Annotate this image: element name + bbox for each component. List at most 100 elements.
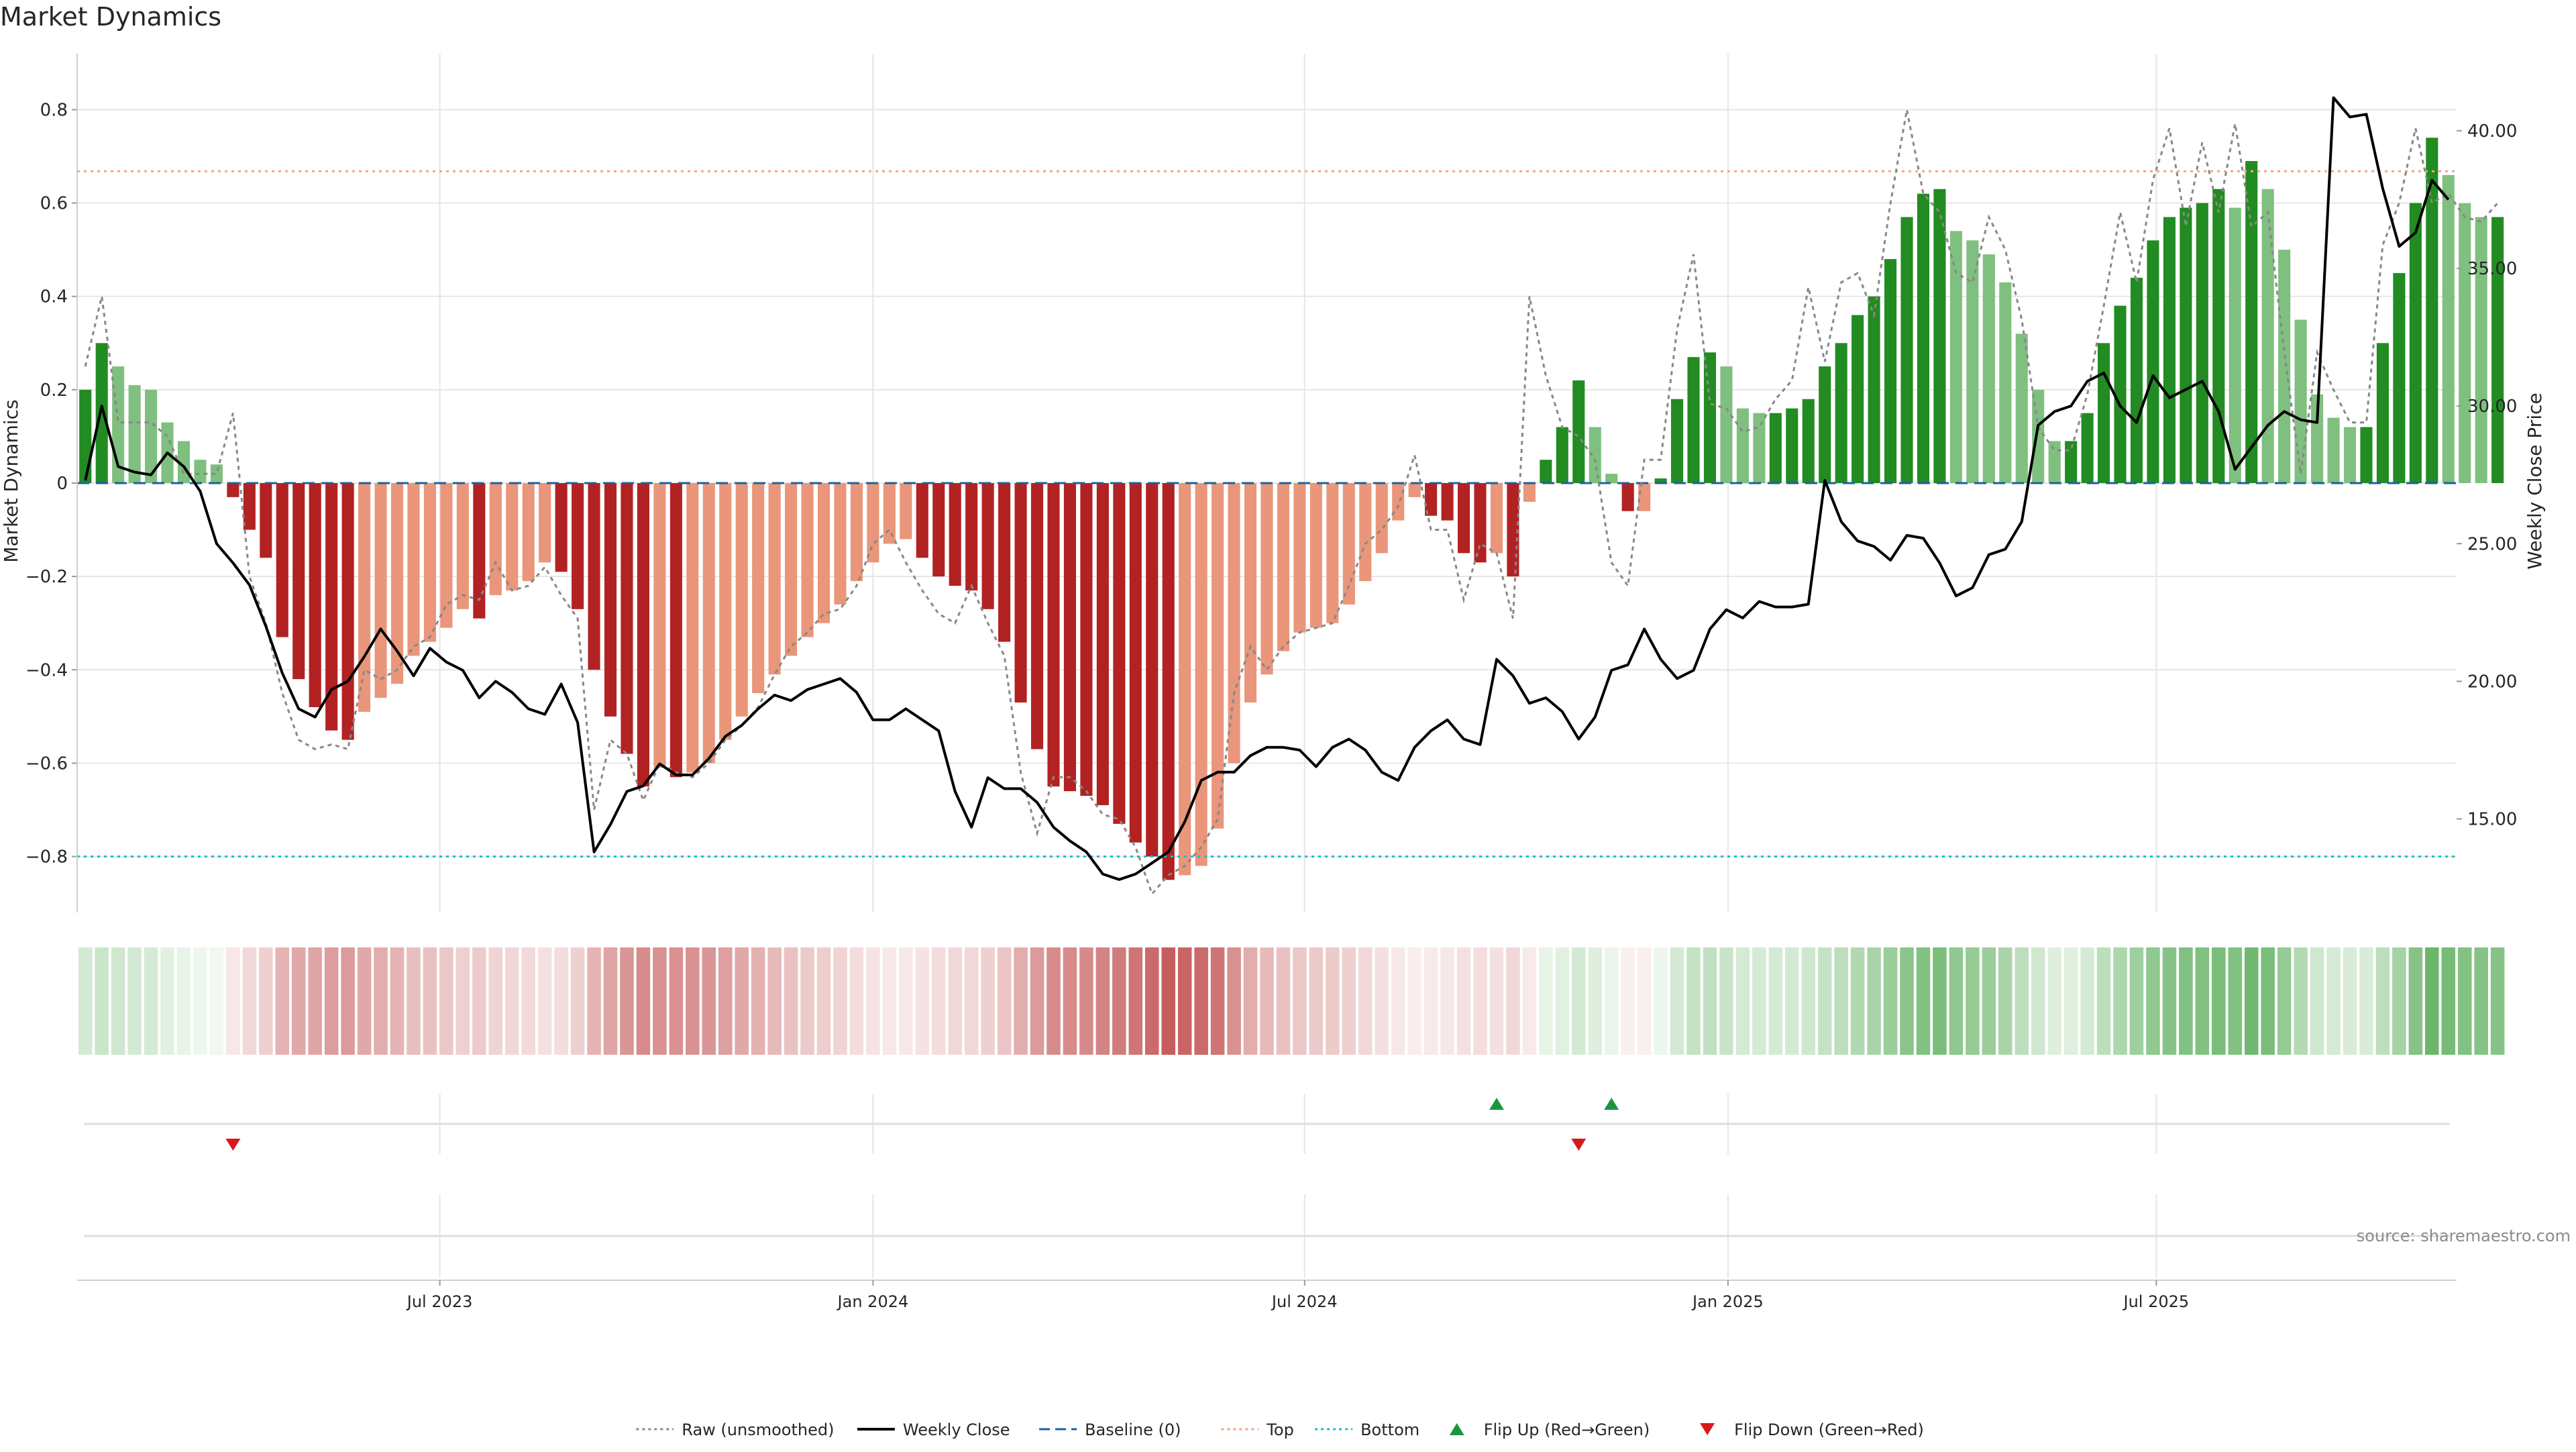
strip-cell [1966, 947, 1980, 1055]
strip-cell [1342, 947, 1356, 1055]
bar [752, 483, 765, 694]
weekly-close-line [84, 96, 2450, 881]
strip-cell [915, 947, 930, 1055]
strip-cell [2425, 947, 2439, 1055]
bar [669, 483, 682, 778]
bar [1835, 343, 1847, 483]
bar [374, 483, 387, 698]
strip-cell [407, 947, 421, 1055]
bar [1999, 282, 2012, 483]
bar [998, 483, 1011, 642]
flip-down-marker [1571, 1139, 1587, 1151]
bars-group [79, 138, 2504, 880]
bar [867, 483, 879, 563]
bar [423, 483, 436, 642]
y2-tick-label: 35.00 [2467, 259, 2517, 279]
bar [1638, 483, 1651, 511]
strip-cell [2375, 947, 2390, 1055]
bar [834, 483, 847, 605]
strip-cell [1900, 947, 1914, 1055]
bar [1375, 483, 1388, 554]
strip-cell [981, 947, 995, 1055]
strip-cell [1079, 947, 1093, 1055]
strip-cell [899, 947, 913, 1055]
strip-cell [1243, 947, 1258, 1055]
bar [2376, 343, 2389, 483]
strip-cell [1982, 947, 1996, 1055]
strip-cell [2359, 947, 2373, 1055]
strip-cell [554, 947, 568, 1055]
y-tick-label: −0.4 [25, 660, 68, 680]
strip-cell [2031, 947, 2045, 1055]
strip-cell [2113, 947, 2127, 1055]
strip-cell [1686, 947, 1701, 1055]
strip-cell [669, 947, 684, 1055]
strip-cell [2195, 947, 2210, 1055]
strip-cell [1933, 947, 1947, 1055]
strip-cell [2015, 947, 2029, 1055]
bar [1917, 193, 1930, 483]
bar [407, 483, 420, 656]
bar [2065, 441, 2078, 483]
bar [965, 483, 978, 590]
bar [2081, 413, 2094, 483]
strip-cell [242, 947, 257, 1055]
bar [1342, 483, 1355, 605]
bar [456, 483, 469, 609]
strip-cell [931, 947, 946, 1055]
bar [1457, 483, 1470, 554]
bar [2147, 240, 2159, 483]
strip-cell [2457, 947, 2472, 1055]
strip-cell [2162, 947, 2177, 1055]
bar [604, 483, 617, 717]
bar [1572, 380, 1585, 483]
bar [309, 483, 321, 707]
strip-cell [833, 947, 847, 1055]
y-tick-label: −0.6 [25, 754, 68, 774]
bar [292, 483, 305, 680]
strip-cell [78, 947, 93, 1055]
strip-cell [1375, 947, 1389, 1055]
bar [2261, 189, 2274, 483]
bar [1753, 413, 1766, 483]
legend-label: Flip Up (Red→Green) [1484, 1420, 1650, 1439]
strip-cell [357, 947, 372, 1055]
bar [817, 483, 830, 623]
strip-cell [1539, 947, 1553, 1055]
bar [341, 483, 354, 740]
bar [2294, 319, 2307, 483]
bar [473, 483, 486, 619]
strip-cell [2343, 947, 2357, 1055]
bar [702, 483, 715, 764]
strip-cell [2228, 947, 2243, 1055]
bar [1556, 427, 1568, 483]
x-axis: Jul 2023 Jan 2024 Jul 2024 Jan 2025 Jul 2025 [77, 1280, 2457, 1311]
strip-cell [1719, 947, 1733, 1055]
bar [2098, 343, 2110, 483]
bar [2491, 217, 2504, 483]
bar [2245, 161, 2258, 483]
bar [1507, 483, 1519, 577]
strip-cell [455, 947, 470, 1055]
legend-item: Top [1221, 1420, 1294, 1439]
strip-cell [537, 947, 552, 1055]
strip-cell [686, 947, 700, 1055]
bar [719, 483, 732, 740]
strip-cell [1046, 947, 1061, 1055]
bar [1277, 483, 1290, 652]
strip-cell [488, 947, 503, 1055]
bar [2327, 417, 2340, 483]
strip-cell [1735, 947, 1750, 1055]
bar [1146, 483, 1159, 857]
strip-cell [1752, 947, 1766, 1055]
source-label: source: sharemaestro.com [2357, 1227, 2571, 1245]
strip-cell [1358, 947, 1373, 1055]
strip-cell [816, 947, 831, 1055]
bar [932, 483, 945, 577]
flip-down-marker [225, 1139, 241, 1151]
bar [2114, 305, 2127, 483]
y2-axis-label: Weekly Close Price [2524, 393, 2546, 569]
bar [1030, 483, 1044, 749]
strip-cell [2063, 947, 2078, 1055]
